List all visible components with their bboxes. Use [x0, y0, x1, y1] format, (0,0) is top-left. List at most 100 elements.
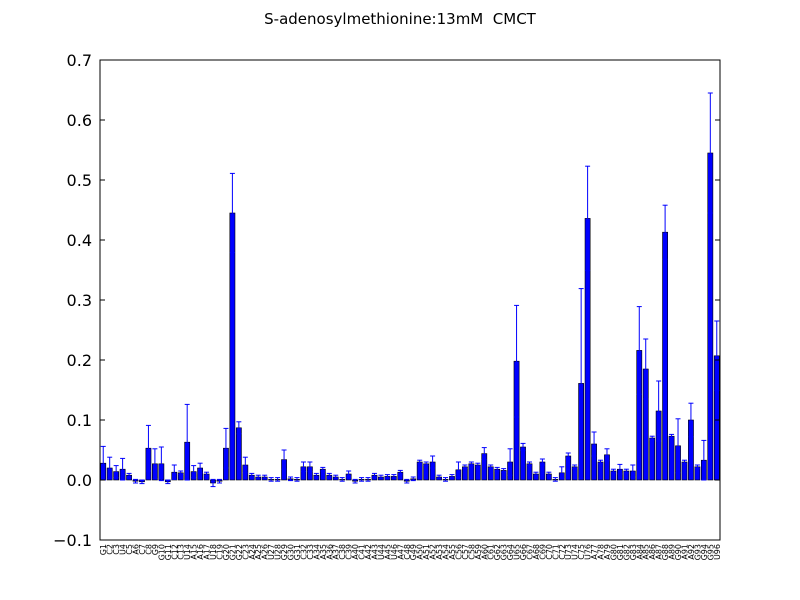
x-tick-label: U46 — [390, 544, 399, 560]
x-tick-label: A45 — [383, 544, 392, 560]
x-tick-label: G49 — [409, 544, 418, 560]
x-tick-label: G63 — [500, 544, 509, 560]
x-tick-label: U73 — [564, 544, 573, 560]
x-tick-label: C7 — [138, 544, 147, 555]
x-tick-label: A68 — [532, 544, 541, 560]
x-tick-label: A92 — [687, 544, 696, 560]
x-tick-label: A37 — [332, 544, 341, 560]
x-tick-label: U27 — [267, 544, 276, 560]
bar — [668, 435, 675, 481]
y-tick-label: 0.6 — [67, 111, 92, 130]
x-tick-label: A15 — [190, 544, 199, 560]
x-tick-label: A54 — [442, 544, 451, 560]
x-tick-label: A55 — [448, 544, 457, 560]
bar — [597, 461, 604, 481]
x-tick-label: G22 — [235, 544, 244, 560]
x-tick-label: C58 — [467, 544, 476, 560]
x-tick-label: A24 — [248, 544, 257, 560]
chart-title: S-adenosylmethionine:13mM CMCT — [264, 10, 537, 28]
y-tick-label: 0.3 — [67, 291, 92, 310]
x-tick-label: G81 — [616, 544, 625, 560]
x-tick-label: A78 — [597, 544, 606, 560]
bar — [565, 455, 572, 481]
x-tick-label: G66 — [519, 544, 528, 560]
x-tick-label: G88 — [661, 544, 670, 560]
x-tick-label: G10 — [157, 544, 166, 560]
bar — [662, 231, 668, 481]
x-tick-label: A84 — [635, 544, 644, 560]
x-tick-label: C19 — [215, 544, 224, 560]
x-tick-label: A50 — [416, 544, 425, 560]
x-tick-label: G64 — [506, 544, 515, 560]
x-tick-label: C41 — [358, 544, 367, 560]
y-tick-label: 0.0 — [67, 471, 92, 490]
x-tick-label: C71 — [551, 544, 560, 560]
x-tick-label: C61 — [487, 544, 496, 560]
x-tick-label: A26 — [261, 544, 270, 560]
x-tick-label: A87 — [655, 544, 664, 560]
x-tick-label: U4 — [119, 544, 128, 555]
x-tick-label: C56 — [454, 544, 463, 560]
x-tick-label: U96 — [713, 544, 722, 560]
x-tick-label: A59 — [474, 544, 483, 560]
x-tick-label: C57 — [461, 544, 470, 560]
x-tick-label: G9 — [151, 544, 160, 555]
x-tick-label: A36 — [325, 544, 334, 560]
x-tick-label: G30 — [287, 544, 296, 560]
bar — [520, 446, 526, 481]
x-tick-label: C69 — [538, 544, 547, 560]
x-tick-label: A53 — [435, 544, 444, 560]
x-tick-label: A40 — [351, 544, 360, 560]
x-tick-label: G29 — [280, 544, 289, 560]
x-tick-label: G11 — [164, 544, 173, 560]
x-tick-label: U76 — [584, 544, 593, 560]
plot-frame — [99, 59, 721, 541]
x-tick-label: A77 — [590, 544, 599, 560]
x-tick-label: G83 — [629, 544, 638, 560]
x-tick-label: G21 — [228, 544, 237, 560]
x-tick-label: G31 — [293, 544, 302, 560]
x-tick-label: G1 — [99, 544, 108, 555]
y-tick-label: 0.5 — [67, 171, 92, 190]
x-tick-label: C67 — [525, 544, 534, 560]
x-tick-label: C12 — [170, 544, 179, 560]
x-tick-label: G95 — [706, 544, 715, 560]
x-tick-label: A51 — [422, 544, 431, 560]
x-tick-label: A89 — [668, 544, 677, 560]
y-tick-label: 0.2 — [67, 351, 92, 370]
x-tick-label: C32 — [299, 544, 308, 560]
bar — [526, 463, 533, 481]
bar — [416, 461, 423, 481]
x-tick-label: A85 — [642, 544, 651, 560]
x-tick-label: A43 — [370, 544, 379, 560]
bar — [423, 463, 430, 481]
x-tick-label: C2 — [106, 544, 115, 555]
x-tick-label: C13 — [177, 544, 186, 560]
x-tick-label: C72 — [558, 544, 567, 560]
x-tick-label: G20 — [222, 544, 231, 560]
x-tick-label: G90 — [674, 544, 683, 560]
x-tick-label: G94 — [700, 544, 709, 560]
x-tick-label: U28 — [274, 544, 283, 560]
x-tick-label: A60 — [480, 544, 489, 560]
x-tick-label: U74 — [571, 544, 580, 560]
x-tick-label: A79 — [603, 544, 612, 560]
x-tick-label: G80 — [609, 544, 618, 560]
x-tick-label: A34 — [312, 544, 321, 560]
x-tick-label: G62 — [493, 544, 502, 560]
y-tick-label: −0.1 — [53, 531, 92, 550]
x-tick-label: A17 — [203, 544, 212, 560]
x-tick-label: A52 — [429, 544, 438, 560]
x-tick-label: U44 — [377, 544, 386, 560]
y-tick-label: 0.4 — [67, 231, 92, 250]
x-tick-label: U65 — [513, 544, 522, 560]
bar — [468, 463, 475, 481]
x-tick-label: C38 — [338, 544, 347, 560]
x-tick-label: G93 — [693, 544, 702, 560]
x-tick-label: C5 — [125, 544, 134, 555]
x-tick-label: C70 — [545, 544, 554, 560]
x-tick-label: C48 — [403, 544, 412, 560]
x-tick-label: A91 — [680, 544, 689, 560]
